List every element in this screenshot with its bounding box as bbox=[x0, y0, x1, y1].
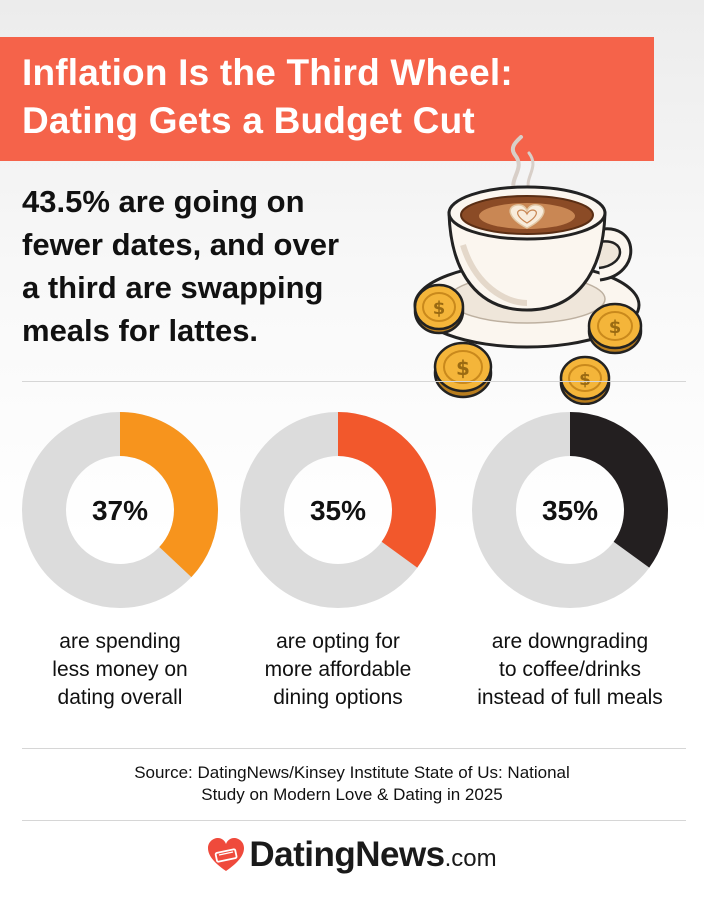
source-note: Source: DatingNews/Kinsey Institute Stat… bbox=[0, 762, 704, 806]
donut-1-caption: are spending less money on dating overal… bbox=[15, 628, 225, 712]
donut-1-value-label: 37% bbox=[92, 495, 148, 526]
donut-2-caption: are opting for more affordable dining op… bbox=[233, 628, 443, 712]
logo-name: DatingNews bbox=[249, 835, 445, 874]
donut-2-value-label: 35% bbox=[310, 495, 366, 526]
donut-3-caption-line-3: instead of full meals bbox=[477, 686, 663, 709]
headline-line-4: meals for lattes. bbox=[22, 313, 259, 348]
headline-line-2: fewer dates, and over bbox=[22, 227, 340, 262]
source-line-2: Study on Modern Love & Dating in 2025 bbox=[201, 785, 503, 804]
donut-chart-1: 37% are spending less money on dating ov… bbox=[15, 410, 225, 712]
donut-3-value-label: 35% bbox=[542, 495, 598, 526]
headline-line-3: a third are swapping bbox=[22, 270, 324, 305]
donut-1-segment bbox=[22, 412, 218, 608]
donut-1-caption-line-2: less money on bbox=[52, 658, 188, 681]
svg-text:$: $ bbox=[609, 317, 622, 338]
logo-suffix: .com bbox=[444, 845, 497, 872]
svg-text:$: $ bbox=[456, 356, 470, 380]
page-title-line-1: Inflation Is the Third Wheel: bbox=[22, 52, 513, 93]
heart-logo-icon bbox=[208, 838, 245, 871]
divider-middle bbox=[22, 748, 686, 749]
coffee-cup-with-coins-icon: $ $ $ $ bbox=[413, 135, 643, 405]
title-banner: Inflation Is the Third Wheel: Dating Get… bbox=[0, 37, 654, 161]
donut-2-caption-line-1: are opting for bbox=[276, 630, 400, 653]
svg-text:$: $ bbox=[579, 370, 591, 390]
donut-3-segment bbox=[472, 412, 668, 608]
donut-1-caption-line-1: are spending bbox=[59, 630, 181, 653]
donut-3-caption-line-2: to coffee/drinks bbox=[498, 658, 642, 681]
donut-2-segment bbox=[240, 412, 436, 608]
brand-logo: DatingNews .com bbox=[0, 832, 704, 878]
divider-top bbox=[22, 381, 686, 382]
donut-2-graphic: 35% bbox=[240, 412, 436, 608]
donut-1-caption-line-3: dating overall bbox=[57, 686, 183, 709]
donut-2-caption-line-3: dining options bbox=[273, 686, 403, 709]
donut-1-graphic: 37% bbox=[22, 412, 218, 608]
headline: 43.5% are going on fewer dates, and over… bbox=[22, 180, 422, 352]
donut-chart-2: 35% are opting for more affordable dinin… bbox=[233, 410, 443, 712]
divider-bottom bbox=[22, 820, 686, 821]
donut-3-caption-line-1: are downgrading bbox=[491, 630, 649, 653]
donut-chart-3: 35% are downgrading to coffee/drinks ins… bbox=[465, 410, 675, 712]
page-title-line-2: Dating Gets a Budget Cut bbox=[22, 100, 475, 141]
donut-2-caption-line-2: more affordable bbox=[264, 658, 412, 681]
svg-text:$: $ bbox=[433, 298, 446, 319]
headline-line-1: 43.5% are going on bbox=[22, 184, 305, 219]
donut-3-graphic: 35% bbox=[472, 412, 668, 608]
donut-3-caption: are downgrading to coffee/drinks instead… bbox=[465, 628, 675, 712]
source-line-1: Source: DatingNews/Kinsey Institute Stat… bbox=[134, 763, 570, 782]
